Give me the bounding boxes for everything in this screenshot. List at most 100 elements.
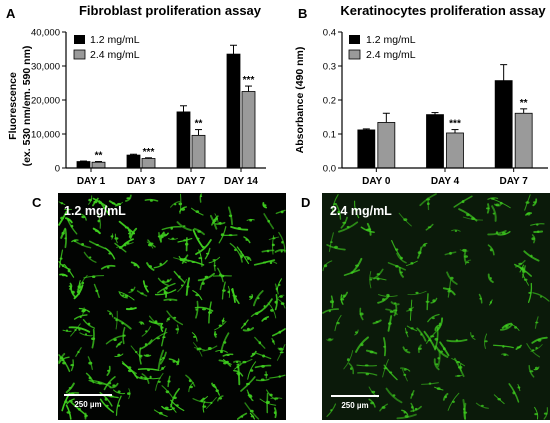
cell [160,232,169,237]
cell-body [367,228,372,231]
panel-d-letter: D [301,195,310,210]
cell-body [369,278,373,281]
cell-body [117,343,121,346]
cell-body [264,374,269,376]
cell [100,264,116,270]
chart-b-y-axis: 0.0 0.1 0.2 0.3 0.4 [323,28,343,175]
cell-body [262,204,267,207]
cell-body [461,200,465,204]
cell-body [79,316,82,318]
chart-b-x-axis: DAY 0 DAY 4 DAY 7 [342,167,548,187]
cell-body [88,361,93,365]
cell [79,332,93,337]
cell-body [223,341,227,344]
cell-body [395,248,399,251]
cell-body [97,381,101,384]
cell [96,213,102,229]
cell-body [180,208,186,211]
cell-body [386,293,390,297]
cell [487,197,499,200]
cell-body [355,264,359,267]
cell-body [430,335,435,338]
panel-c-letter: C [32,195,42,210]
cell-body [91,337,96,341]
cell-body [220,350,223,354]
cell-body [258,341,262,345]
cell-body [60,202,64,205]
cell-body [415,291,419,295]
cell [252,290,264,307]
b-bar-s2 [377,122,396,169]
cell-body [342,221,347,224]
cell-body [263,305,266,308]
cell-body [111,202,115,205]
cell [326,338,334,342]
cell-body [518,262,523,265]
cell-body [188,379,192,383]
legend-b-label-2: 2.4 mg/mL [366,49,416,61]
cell-body [128,369,133,373]
cell-body [60,216,64,220]
cell-body [534,366,539,370]
cell [153,260,168,269]
cell-body [535,321,539,324]
cell-body [266,249,270,253]
chart-a-title: Fibroblast proliferation assay [79,3,262,18]
cell-body [434,337,439,341]
chart-a-ylabel-line1: Fluorescence [7,72,19,140]
cell-body [122,294,125,297]
cell-body [162,357,165,360]
cell-body [205,252,210,255]
cell-body [218,324,222,327]
cell [463,402,467,420]
cell-body [212,384,216,387]
cell-body [275,287,278,291]
cell-body [226,354,230,356]
cell-body [454,230,458,232]
cell-body [156,337,160,340]
cell-body [195,308,198,311]
cell [433,358,440,371]
cell-body [249,409,254,413]
cell-body [148,243,152,247]
cell-body [127,232,131,235]
cell-body [88,198,92,202]
cell-body [234,248,237,252]
cell [218,359,232,367]
cell [434,324,441,332]
cell-body [157,380,161,383]
cell-body [517,386,521,389]
legend-b-swatch-1 [349,35,360,44]
a-category-label: DAY 3 [127,176,156,187]
cell-body [166,279,170,283]
cell [451,229,461,232]
cell-body [65,329,69,332]
legend-a-label-2: 2.4 mg/mL [90,49,140,61]
cell-body [144,343,148,346]
a-y-tick-label: 10,000 [31,130,60,141]
chart-a: A Fibroblast proliferation assay Fluores… [6,3,266,187]
cell-body [171,407,175,410]
cell-body [228,234,233,237]
a-bar-s1 [76,161,91,169]
cell-body [456,374,461,377]
cell-body [98,201,103,204]
cell-body [273,411,277,415]
cell-body [81,309,86,313]
cell-body [393,302,397,305]
cell-body [405,331,409,334]
cell-body [92,275,96,279]
cell-body [249,218,253,222]
cell-body [410,327,414,330]
cell-body [463,411,468,414]
cell-body [61,274,66,277]
cell-body [455,339,459,342]
cell-body [127,392,131,395]
cell-body [170,226,173,230]
cell-body [278,284,281,286]
chart-a-y-axis: 0 10,000 20,000 30,000 40,000 [31,28,67,175]
cell-body [261,365,265,368]
cell [195,239,212,255]
cell [402,346,411,354]
